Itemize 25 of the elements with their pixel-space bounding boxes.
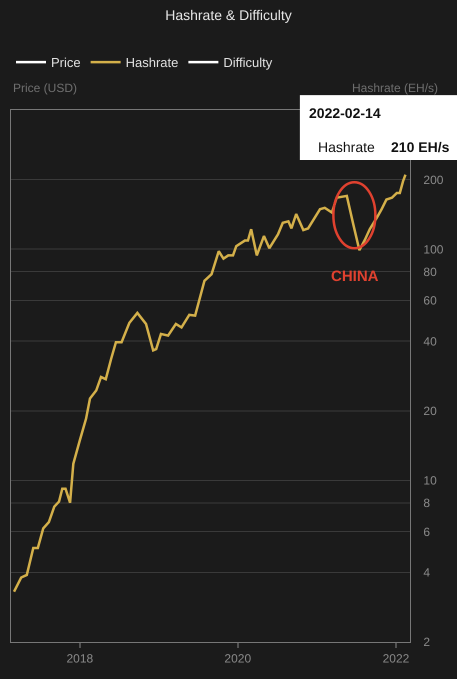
y-tick-label: 10 [423, 474, 438, 488]
y-tick-label: 80 [423, 264, 438, 279]
legend-label: Price [51, 55, 81, 70]
y-tick-label: 60 [423, 294, 438, 308]
y-tick-label: 100 [423, 242, 444, 256]
annotation: 210 EH/s [391, 139, 450, 155]
y-tick-label: 40 [423, 334, 438, 348]
y-tick-label: 200 [423, 172, 444, 187]
y-tick-label: 20 [423, 404, 438, 418]
line-series [12, 173, 407, 593]
legend-label: Hashrate [126, 55, 178, 70]
x-tick-label: 2022 [382, 651, 410, 666]
text: Price (USD) [13, 81, 78, 95]
legend-label: Difficulty [223, 55, 273, 70]
y-axis-title: Hashrate (EH/s) [352, 81, 438, 95]
y-tick-label: 2 [423, 635, 430, 650]
y-tick-label: 8 [423, 496, 430, 510]
annotation: Hashrate [318, 139, 376, 155]
x-tick-label: 2018 [66, 651, 94, 666]
chart-title: Hashrate & Difficulty [165, 6, 292, 23]
x-tick-label: 2020 [224, 651, 252, 666]
annotation: 2022-02-14 [309, 105, 381, 121]
y-tick-label: 6 [423, 524, 430, 539]
y-tick-label: 4 [423, 566, 430, 580]
annotation: CHINA [331, 268, 379, 285]
